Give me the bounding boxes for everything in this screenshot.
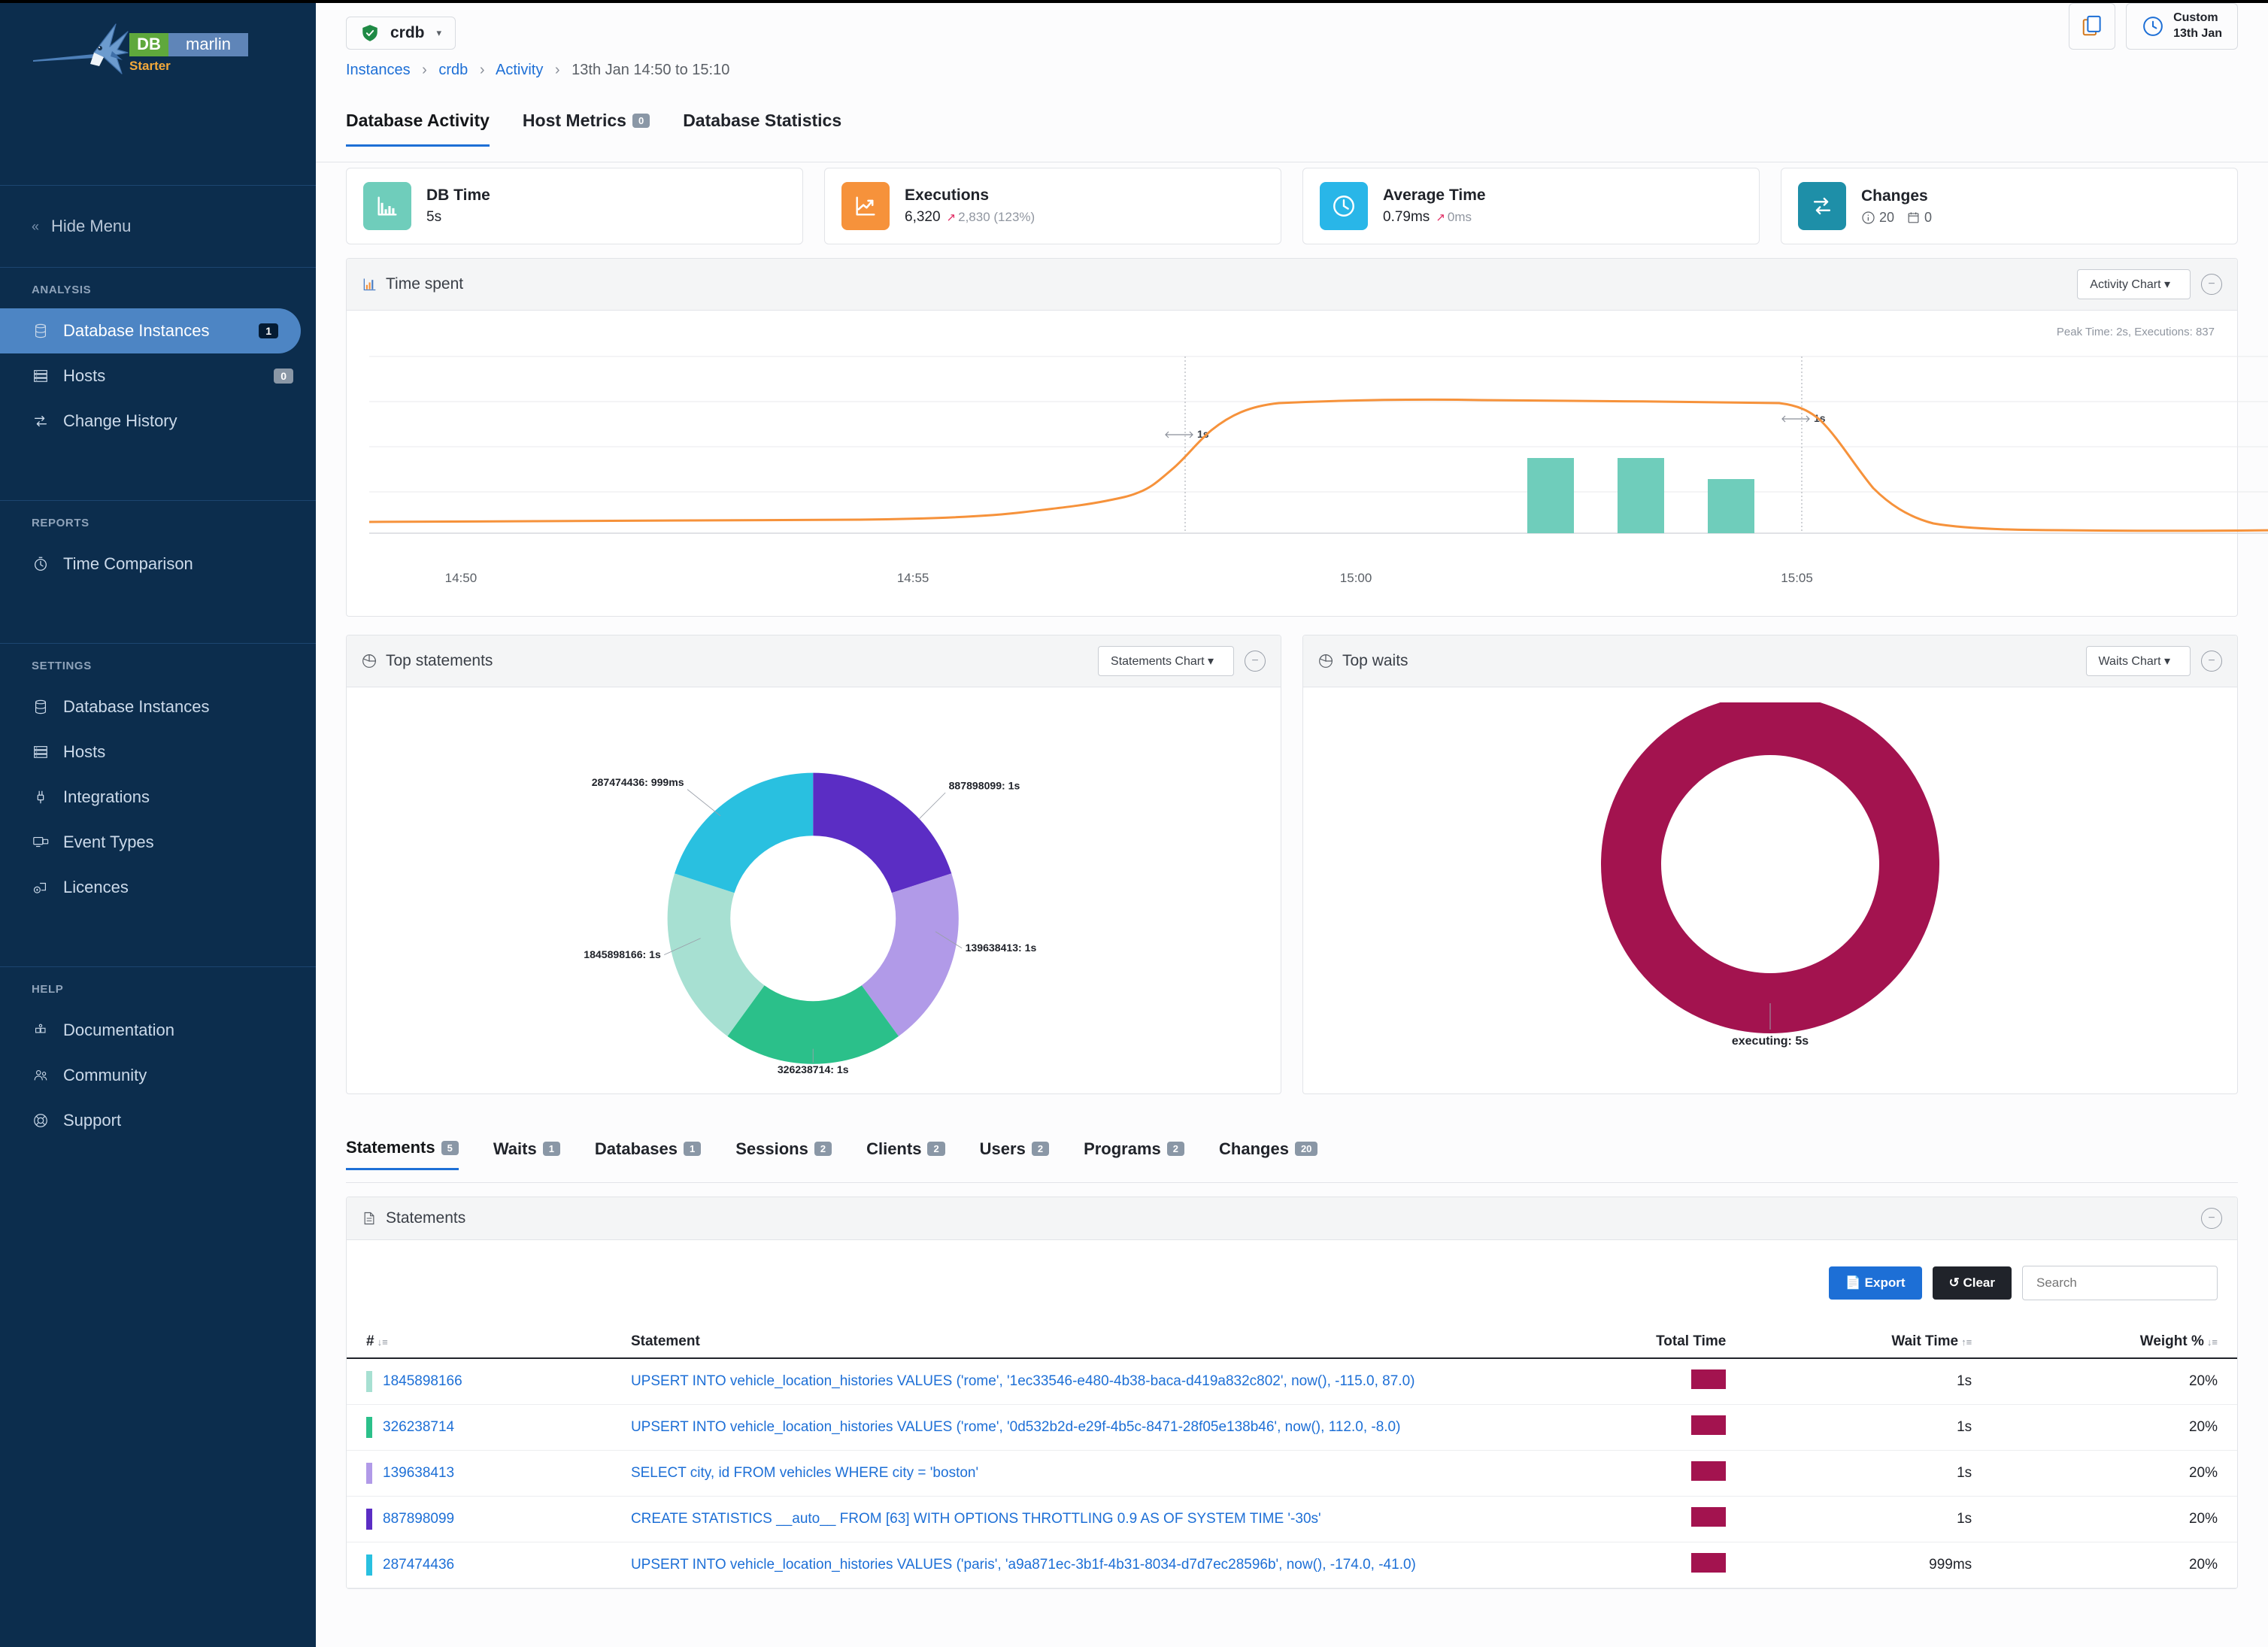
svg-text:887898099: 1s: 887898099: 1s xyxy=(949,780,1020,792)
svg-text:326238714: 1s: 326238714: 1s xyxy=(778,1063,849,1075)
svg-text:1845898166: 1s: 1845898166: 1s xyxy=(584,948,661,960)
svg-text:139638413: 1s: 139638413: 1s xyxy=(966,942,1037,954)
svg-text:DB: DB xyxy=(137,35,161,53)
svg-text:287474436: 999ms: 287474436: 999ms xyxy=(592,776,684,788)
svg-text:executing: 5s: executing: 5s xyxy=(1732,1035,1809,1048)
svg-text:Starter: Starter xyxy=(129,59,171,73)
svg-text:marlin: marlin xyxy=(186,35,231,53)
